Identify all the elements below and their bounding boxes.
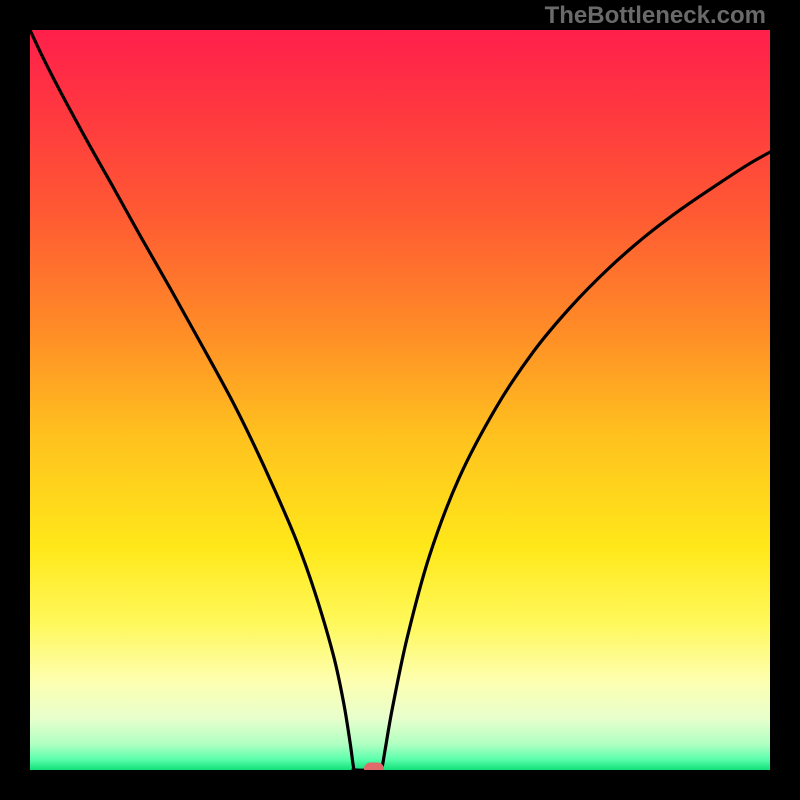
frame-right [770, 0, 800, 800]
frame-bottom [0, 770, 800, 800]
optimum-marker [364, 762, 384, 770]
bottleneck-curve [30, 30, 770, 770]
plot-area [30, 30, 770, 770]
curve-layer [30, 30, 770, 770]
frame-left [0, 0, 30, 800]
frame-top [0, 0, 800, 30]
